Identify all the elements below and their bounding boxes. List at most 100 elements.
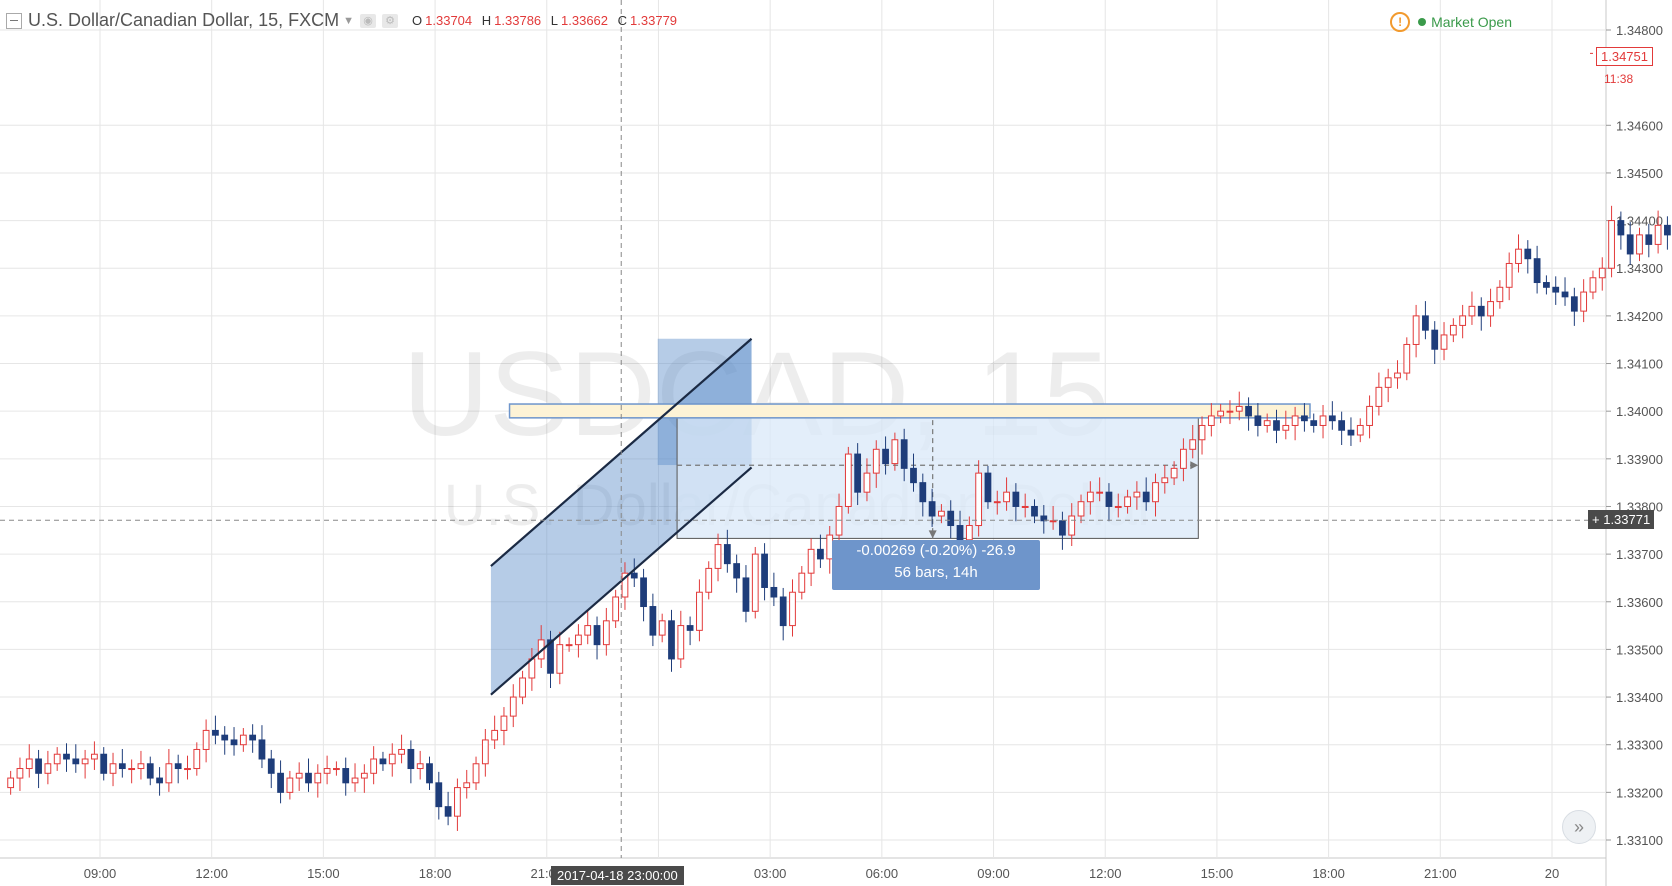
candle-body	[1626, 234, 1634, 255]
candle-body	[1366, 405, 1373, 426]
candle-body	[928, 501, 936, 517]
candle-body	[993, 501, 1001, 504]
price-tick-label: 1.34800	[1616, 23, 1663, 38]
candle-body	[53, 753, 61, 765]
time-tick-label: 15:00	[1201, 866, 1234, 881]
candle-body	[481, 739, 489, 765]
candle-body	[658, 620, 666, 636]
candle-body	[342, 768, 350, 784]
candle-body	[1077, 501, 1085, 517]
symbol-title[interactable]: U.S. Dollar/Canadian Dollar, 15, FXCM	[28, 10, 340, 30]
candle-body	[556, 644, 564, 674]
candle-body	[1356, 424, 1364, 436]
collapse-icon[interactable]	[6, 12, 22, 29]
candle-body	[1338, 420, 1346, 431]
candle-body	[547, 639, 554, 674]
time-tick-label: 18:00	[419, 866, 452, 881]
candle-body	[1431, 329, 1439, 350]
candle-body	[426, 763, 433, 784]
visibility-icon[interactable]: ◉	[360, 13, 377, 28]
candle-body	[491, 729, 499, 741]
high-label: H	[481, 13, 492, 28]
candle-body	[1189, 439, 1197, 450]
candle-body	[602, 620, 610, 646]
candle-body	[435, 782, 443, 808]
ohlc-readout: O 1.33704 H 1.33786 L 1.33662 C 1.33779	[412, 13, 683, 28]
time-tick-label: 21:00	[1424, 866, 1457, 881]
candle-body	[1207, 415, 1215, 426]
status-dot-icon	[1418, 18, 1427, 26]
candle-body	[789, 591, 796, 627]
candle-body	[612, 596, 620, 622]
candle-body	[1645, 234, 1653, 245]
candle-body	[1263, 420, 1271, 426]
candle-body	[593, 625, 601, 646]
candle-body	[1570, 296, 1578, 312]
candle-body	[100, 753, 108, 774]
candle-body	[1254, 415, 1262, 426]
candle-body	[463, 782, 471, 789]
candle-body	[519, 677, 526, 698]
candle-body	[798, 572, 806, 593]
channel-lower-line	[490, 466, 753, 696]
candle-body	[1003, 491, 1010, 503]
candle-body	[1161, 477, 1169, 484]
price-tick-label: 1.34400	[1616, 214, 1663, 229]
candle-body	[1226, 410, 1234, 413]
price-tick-label: 1.33200	[1616, 785, 1663, 800]
candle-body	[565, 644, 573, 647]
candle-body	[817, 548, 824, 560]
candle-body	[500, 715, 508, 731]
candle-body	[1552, 286, 1560, 293]
price-axis	[1606, 0, 1672, 886]
candle-body	[1598, 267, 1606, 279]
candle-body	[919, 482, 927, 503]
low-label: L	[550, 13, 559, 28]
candle-body	[230, 739, 238, 746]
candle-body	[761, 553, 768, 588]
candle-body	[1608, 220, 1615, 269]
candle-body	[1580, 291, 1588, 312]
candle-body	[621, 572, 629, 598]
candle-body	[286, 777, 294, 793]
candle-body	[1384, 377, 1392, 388]
warning-icon[interactable]: !	[1390, 12, 1411, 32]
candle-body	[770, 586, 778, 598]
price-tick-label: 1.33900	[1616, 452, 1663, 467]
candle-body	[137, 763, 145, 770]
candle-body	[1394, 372, 1401, 379]
open-label: O	[412, 13, 423, 28]
price-tick-label: 1.33400	[1616, 690, 1663, 705]
candle-body	[1198, 424, 1206, 441]
candle-body	[156, 777, 163, 784]
candle-body	[863, 472, 871, 493]
scroll-forward-button[interactable]: »	[1562, 810, 1596, 844]
candle-body	[882, 448, 889, 465]
candle-body	[1375, 386, 1383, 407]
price-tick-label: 1.34000	[1616, 404, 1663, 419]
candle-body	[1021, 505, 1029, 508]
low-value: 1.33662	[561, 13, 609, 28]
candle-body	[1496, 286, 1504, 303]
candle-body	[956, 525, 964, 541]
price-tick-label: 1.34500	[1616, 166, 1663, 181]
candle-body	[109, 763, 117, 774]
candle-body	[630, 572, 638, 579]
chevron-down-icon[interactable]: ▼	[343, 14, 355, 27]
time-tick-label: 12:00	[1089, 866, 1122, 881]
candle-body	[91, 753, 98, 760]
candle-body	[193, 748, 201, 770]
candle-body	[16, 768, 24, 779]
candle-body	[1301, 415, 1308, 422]
candle-body	[1180, 448, 1187, 469]
candle-body	[1440, 334, 1448, 350]
measure-range-box	[676, 410, 1199, 539]
market-status[interactable]: ! Market Open	[1390, 12, 1512, 32]
candle-body	[677, 625, 685, 660]
candle-body	[640, 577, 647, 608]
settings-icon[interactable]: ⚙	[382, 13, 399, 28]
candle-body	[686, 625, 694, 631]
candle-body	[1328, 415, 1336, 422]
